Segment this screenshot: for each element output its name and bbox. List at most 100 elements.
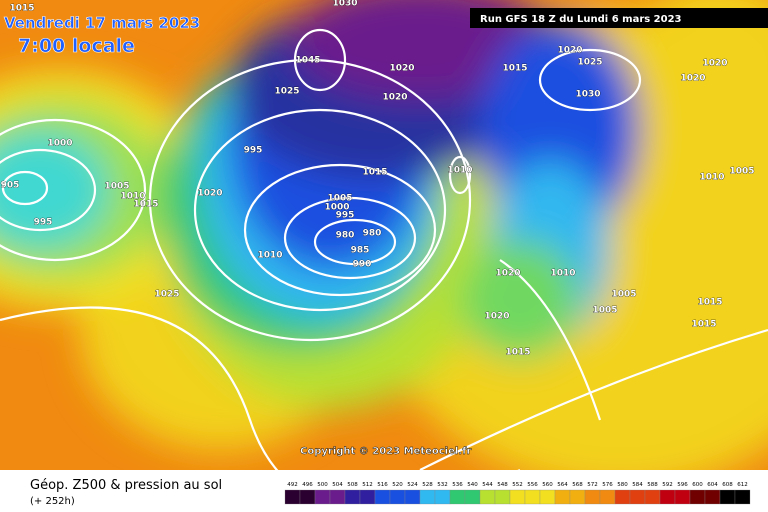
local-time: 7:00 locale (18, 35, 135, 57)
isobar-label: 1005 (592, 306, 617, 316)
isobar-label: 990 (353, 260, 372, 270)
legend-swatch (344, 489, 361, 505)
isobar-label: 1005 (729, 167, 754, 177)
legend-swatch (569, 489, 586, 505)
isobar-label: 995 (34, 218, 53, 228)
legend-tick-label: 536 (452, 482, 463, 488)
legend-tick-label: 604 (707, 482, 718, 488)
isobar-label: 1015 (502, 64, 527, 74)
legend-tick-label: 540 (467, 482, 478, 488)
legend-tick-label: 516 (377, 482, 388, 488)
isobar-label: 1015 (133, 200, 158, 210)
legend-tick-label: 544 (482, 482, 493, 488)
legend-tick-label: 520 (392, 482, 403, 488)
legend-tick-label: 568 (572, 482, 583, 488)
isobar-label: 995 (244, 146, 263, 156)
color-legend: 492 496 500 504 508 512 516 520 524 528 532 536 540 5… (284, 482, 751, 505)
isobar-label: 1020 (495, 269, 520, 279)
isobar-label: 1000 (324, 203, 349, 213)
legend-tick-label: 552 (512, 482, 523, 488)
isobar-labels: 1015 1030 1020 1025 1015 1020 1020 1030 1020 1020… (0, 0, 755, 358)
isobar-label: 1020 (484, 312, 509, 322)
isobar-label: 1045 (295, 56, 320, 66)
isobar-label: 1020 (702, 59, 727, 69)
footer-title: Géop. Z500 & pression au sol (30, 478, 222, 493)
legend-swatch (359, 489, 376, 505)
isobar-label: 1010 (257, 251, 282, 261)
legend-swatch (614, 489, 631, 505)
isobar-label: 1015 (362, 168, 387, 178)
legend-tick-label: 596 (677, 482, 688, 488)
legend-tick-label: 532 (437, 482, 448, 488)
isobar-label: 1030 (575, 90, 600, 100)
isobar-label: 1030 (332, 0, 357, 9)
isobar-label: 1005 (611, 290, 636, 300)
isobar-label: 1025 (577, 58, 602, 68)
legend-swatch (464, 489, 481, 505)
isobar-label: 1015 (9, 4, 34, 14)
legend-swatch (524, 489, 541, 505)
legend-swatch (404, 489, 421, 505)
legend-swatch (299, 489, 316, 505)
isobar-label: 1015 (697, 298, 722, 308)
legend-swatch (554, 489, 571, 505)
legend-tick-label: 608 (722, 482, 733, 488)
legend-swatch (494, 489, 511, 505)
legend-tick-label: 572 (587, 482, 598, 488)
legend-swatch (674, 489, 691, 505)
isobar-label: 1010 (447, 166, 472, 176)
isobar-label: 1000 (47, 139, 72, 149)
run-info: Run GFS 18 Z du Lundi 6 mars 2023 (480, 14, 682, 25)
legend-tick-label: 564 (557, 482, 568, 488)
legend-tick-label: 600 (692, 482, 703, 488)
isobar-label: 1020 (197, 189, 222, 199)
legend-swatch (284, 489, 301, 505)
legend-swatch (434, 489, 451, 505)
legend-tick-label: 524 (407, 482, 418, 488)
legend-tick-label: 612 (737, 482, 748, 488)
legend-tick-label: 588 (647, 482, 658, 488)
legend-tick-label: 528 (422, 482, 433, 488)
legend-tick-label: 504 (332, 482, 343, 488)
legend-tick-label: 580 (617, 482, 628, 488)
isobar-label: 980 (363, 229, 382, 239)
legend-tick-label: 508 (347, 482, 358, 488)
legend-tick-label: 584 (632, 482, 643, 488)
legend-swatch (314, 489, 331, 505)
legend-swatch (419, 489, 436, 505)
legend-swatch (599, 489, 616, 505)
legend-swatch (584, 489, 601, 505)
isobar-label: 1005 (327, 194, 352, 204)
legend-swatch (704, 489, 721, 505)
isobar-label: 1020 (680, 74, 705, 84)
legend-swatch (329, 489, 346, 505)
legend-tick-label: 548 (497, 482, 508, 488)
isobar-label: 1010 (699, 173, 724, 183)
legend-swatch (734, 489, 751, 505)
legend-tick-label: 496 (302, 482, 313, 488)
isobar-label: 1005 (104, 182, 129, 192)
isobar-label: 1020 (382, 93, 407, 103)
isobar-label: 985 (351, 246, 370, 256)
legend-tick-label: 556 (527, 482, 538, 488)
legend-swatch (689, 489, 706, 505)
run-box (470, 8, 768, 28)
legend-tick-label: 592 (662, 482, 673, 488)
legend-swatch (509, 489, 526, 505)
legend-swatch (389, 489, 406, 505)
isobar-label: 1015 (505, 348, 530, 358)
isobar-label: 1020 (557, 46, 582, 56)
isobar-label: 980 (336, 231, 355, 241)
isobar-label: 1020 (389, 64, 414, 74)
legend-tick-label: 560 (542, 482, 553, 488)
isobar-label: 1015 (691, 320, 716, 330)
isobar-label: 1025 (274, 87, 299, 97)
legend-swatch (479, 489, 496, 505)
legend-swatch (449, 489, 466, 505)
legend-swatch (659, 489, 676, 505)
copyright: Copyright © 2023 Meteociel.fr (300, 446, 471, 457)
legend-swatch (629, 489, 646, 505)
footer-lead: (+ 252h) (30, 496, 75, 507)
